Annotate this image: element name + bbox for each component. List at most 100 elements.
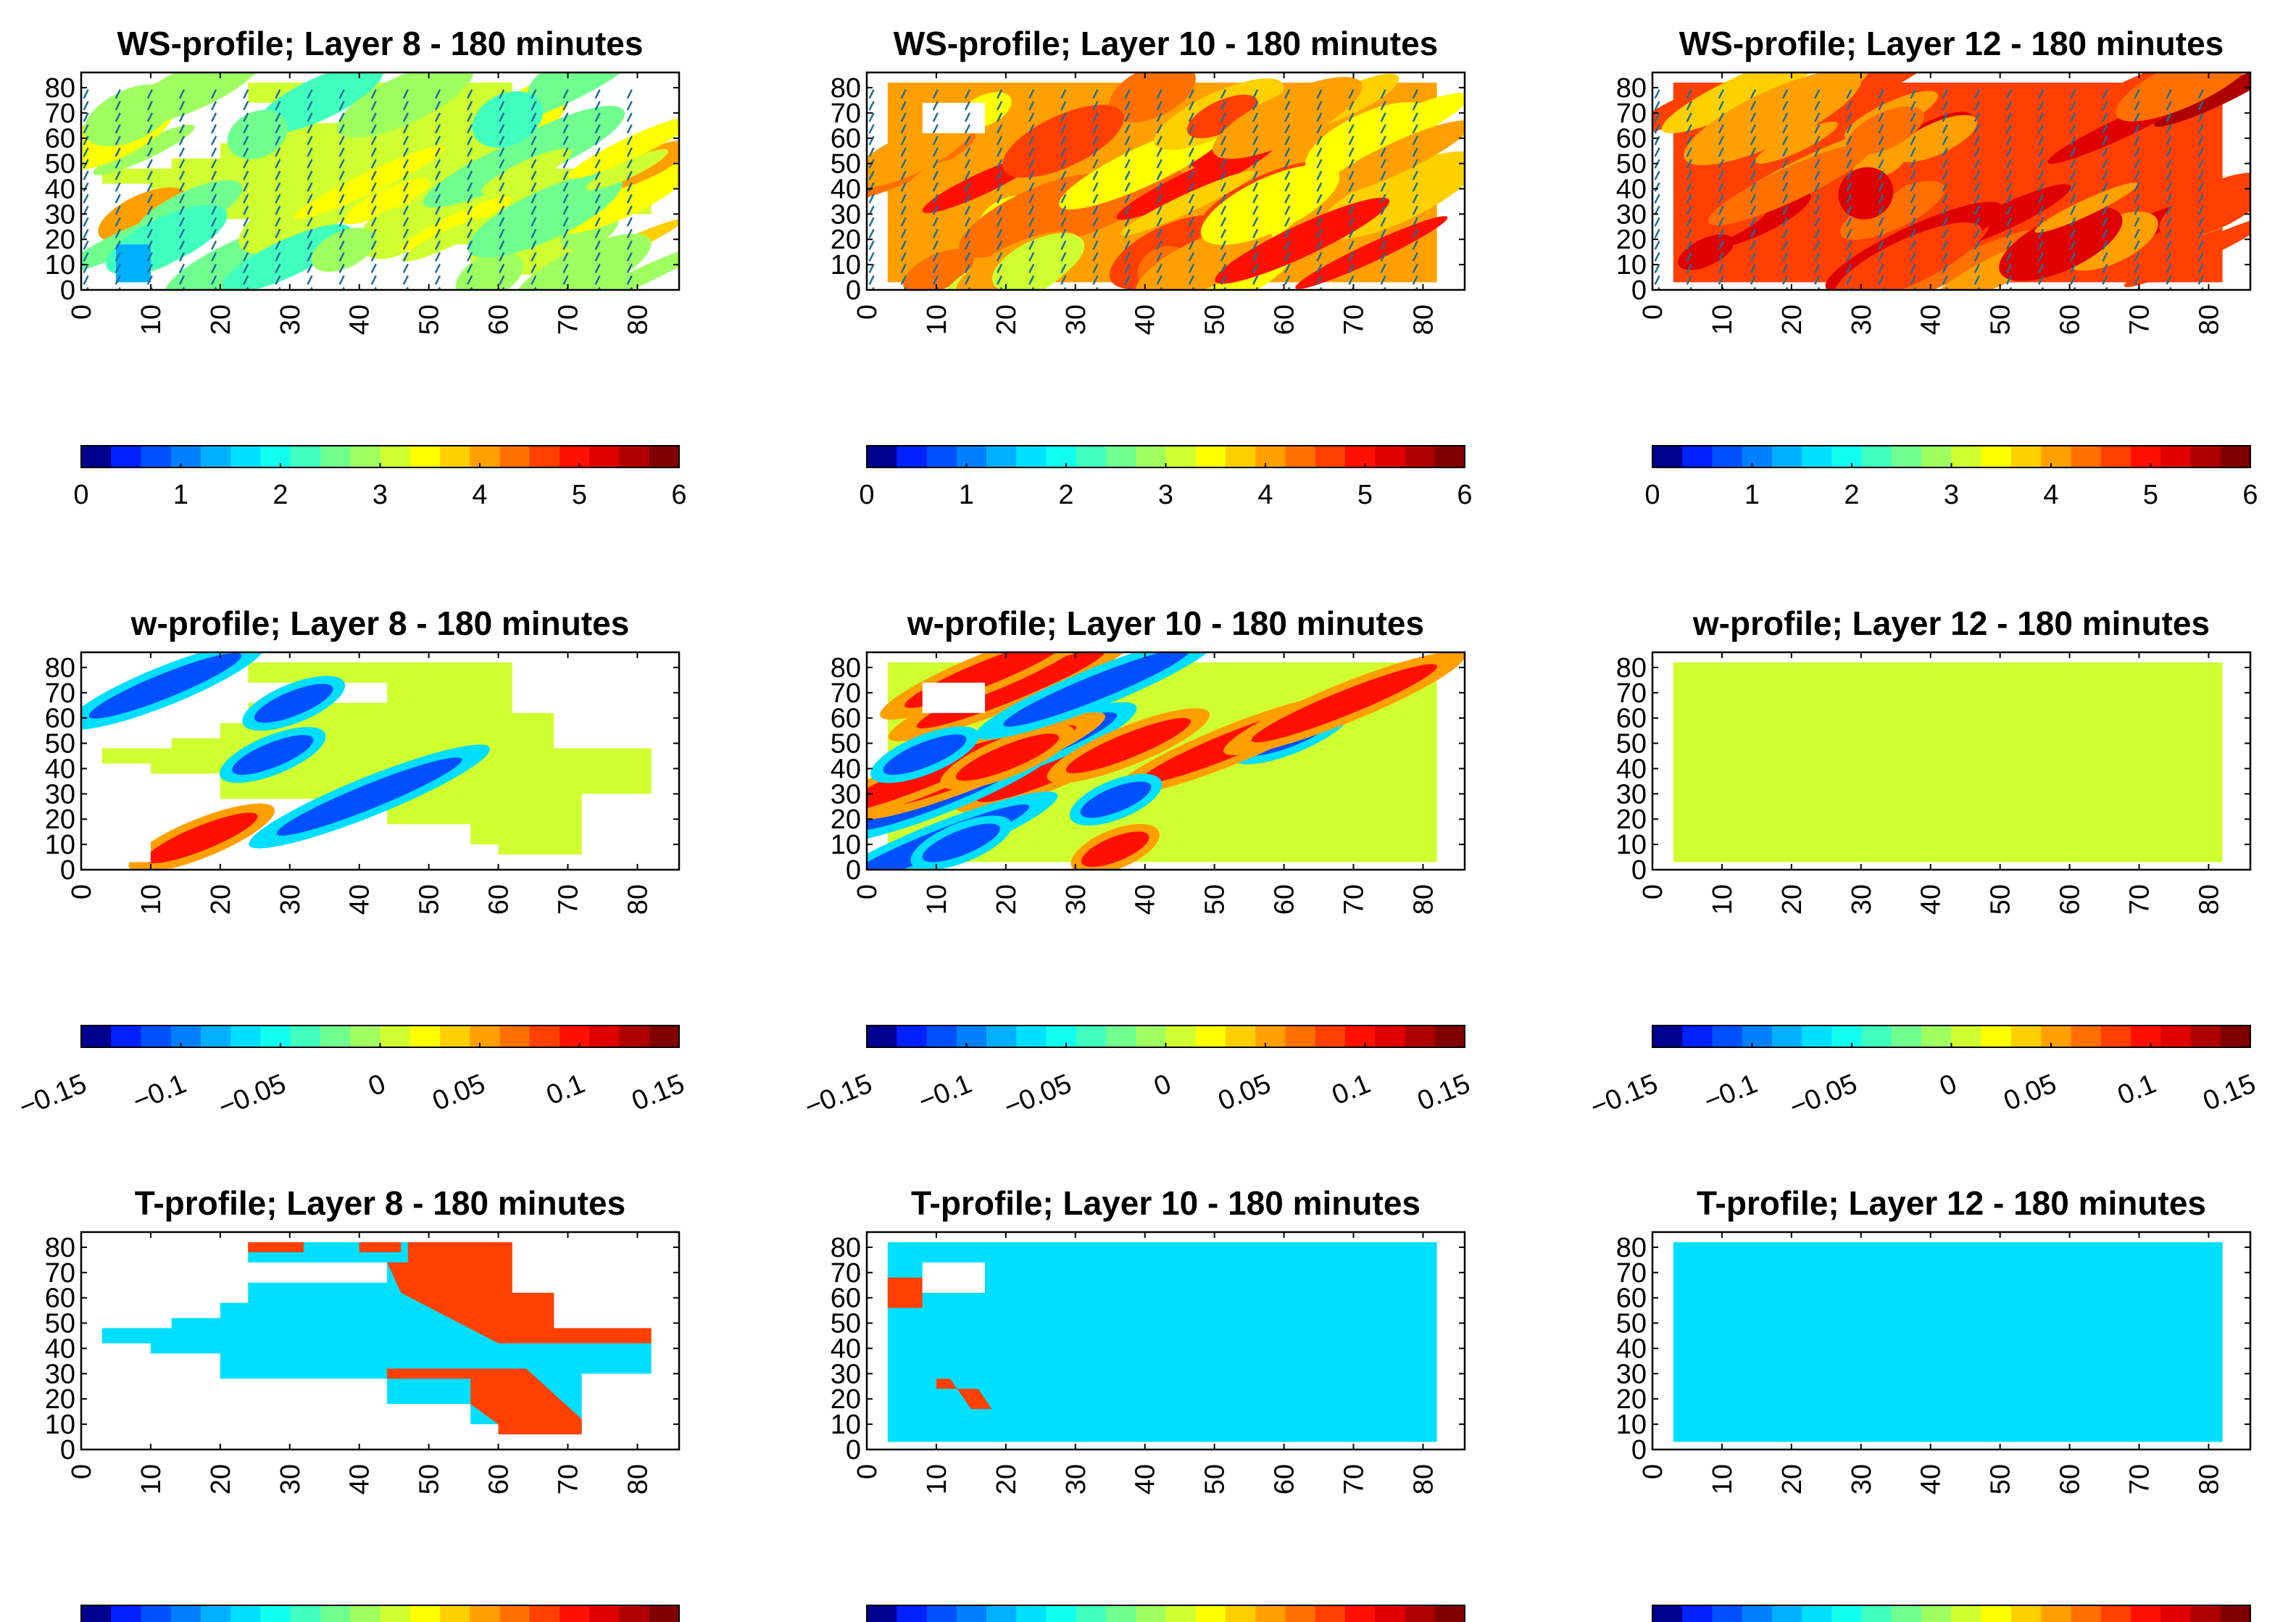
- colorbar: −0.15 −0.1 −0.05 0 0.05 0.1 0.15: [14, 1025, 689, 1123]
- colorbar-swatch: [409, 1026, 441, 1047]
- wind-vector: [594, 112, 601, 122]
- wind-vector: [1316, 275, 1323, 286]
- wind-vector: [83, 89, 89, 99]
- wind-vector: [1686, 240, 1692, 250]
- wind-vector: [1124, 251, 1131, 262]
- colorbar-swatch: [1076, 446, 1107, 467]
- wind-vector: [626, 89, 633, 99]
- wind-vector: [1156, 147, 1162, 157]
- wind-vector: [1124, 182, 1131, 192]
- wind-vector: [243, 89, 249, 99]
- wind-vector: [868, 170, 875, 180]
- wind-vector: [1316, 228, 1323, 238]
- wind-vector: [2168, 286, 2172, 290]
- wind-vector: [594, 194, 601, 204]
- wind-vector: [868, 240, 875, 250]
- wind-vector: [1942, 136, 1948, 146]
- colorbar-swatch: [81, 1605, 112, 1622]
- wind-vector: [210, 159, 217, 169]
- colorbar-swatch: [2190, 1605, 2221, 1622]
- wind-vector: [1878, 124, 1884, 134]
- wind-vector: [900, 228, 907, 238]
- wind-vector: [1973, 159, 1980, 169]
- colorbar-swatch: [1016, 1605, 1047, 1622]
- colorbar-tick-label: 0.05: [2000, 1068, 2060, 1117]
- x-tick-label: 50: [415, 884, 445, 915]
- colorbar-swatch: [1742, 1026, 1773, 1047]
- field-patch: [400, 196, 512, 251]
- field-patch: [88, 652, 242, 719]
- wind-vector: [1973, 275, 1980, 286]
- wind-vector: [2166, 159, 2172, 169]
- wind-vector: [1814, 182, 1821, 192]
- wind-vector: [1348, 205, 1355, 215]
- wind-vector: [1380, 217, 1386, 227]
- wind-vector: [338, 205, 345, 215]
- wind-vector: [2134, 251, 2140, 262]
- wind-vector: [2166, 89, 2172, 99]
- y-tick-label: 50: [1616, 1309, 1647, 1339]
- wind-vector: [531, 136, 537, 146]
- wind-vector: [434, 205, 441, 215]
- wind-vector: [1846, 101, 1852, 111]
- colorbar: 0 1 2 3 4 5 6: [1644, 445, 2258, 510]
- colorbar-swatch: [2131, 446, 2161, 467]
- wind-vector: [999, 286, 1003, 290]
- wind-vector: [467, 263, 473, 273]
- field-patch: [341, 178, 430, 225]
- wind-vector: [594, 205, 601, 215]
- wind-vector: [1124, 240, 1131, 250]
- wind-vector: [2070, 124, 2076, 134]
- wind-vector: [1060, 112, 1067, 122]
- wind-vector: [996, 194, 1003, 204]
- colorbar-swatch: [1712, 1605, 1743, 1622]
- x-tick-label: 10: [922, 1464, 952, 1494]
- colorbar-swatch: [1921, 446, 1952, 467]
- wind-vector: [275, 170, 281, 180]
- wind-vector: [1846, 263, 1852, 273]
- wind-vector: [243, 240, 249, 250]
- y-tick-label: 20: [831, 804, 861, 835]
- colorbar-swatch: [320, 1026, 351, 1047]
- x-tick-label: 60: [484, 1464, 515, 1494]
- colorbar-swatch: [1892, 446, 1922, 467]
- wind-vector: [149, 286, 153, 290]
- wind-vector: [964, 159, 971, 169]
- wind-vector: [1092, 182, 1099, 192]
- wind-vector: [1846, 124, 1852, 134]
- colorbar-swatch: [1802, 1605, 1832, 1622]
- wind-vector: [1124, 101, 1131, 111]
- wind-vector: [1220, 263, 1227, 273]
- wind-vector: [1060, 194, 1067, 204]
- wind-vector: [2166, 194, 2172, 204]
- wind-vector: [1028, 136, 1035, 146]
- colorbar: 0 1 2 3 4 5 6: [73, 445, 687, 510]
- wind-vector: [1973, 147, 1980, 157]
- wind-vector: [900, 89, 907, 99]
- colorbar-swatch: [2220, 446, 2251, 467]
- wind-vector: [178, 251, 186, 262]
- wind-vector: [1060, 147, 1067, 157]
- colorbar-swatch: [1136, 1026, 1166, 1047]
- wind-vector: [531, 275, 537, 286]
- x-tick-label: 80: [1408, 884, 1439, 915]
- wind-vector: [1348, 275, 1355, 286]
- wind-vector: [1156, 89, 1162, 99]
- wind-vector: [243, 124, 249, 134]
- wind-vector: [1316, 170, 1323, 180]
- wind-vector: [1095, 286, 1099, 290]
- colorbar-swatch: [897, 446, 927, 467]
- wind-vector: [1814, 124, 1821, 134]
- wind-vector: [1316, 101, 1323, 111]
- wind-vector: [434, 147, 441, 157]
- wind-vector: [1284, 182, 1291, 192]
- wind-vector: [178, 101, 186, 111]
- wind-vector: [370, 136, 377, 146]
- wind-vector: [1380, 170, 1386, 180]
- plot-area: [867, 652, 1465, 870]
- wind-vector: [210, 240, 217, 250]
- x-tick-label: 70: [2125, 1464, 2155, 1494]
- y-tick-label: 0: [846, 275, 861, 306]
